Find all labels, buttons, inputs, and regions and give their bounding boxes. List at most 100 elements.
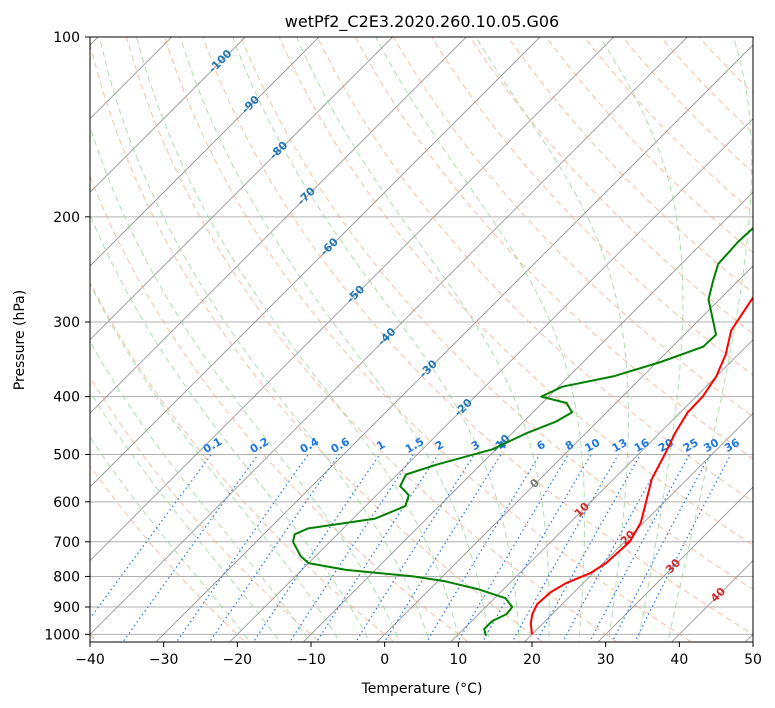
dry-adiabat-line (621, 37, 753, 174)
dry-adiabat-line (431, 37, 753, 376)
isotherm-label: 10 (572, 500, 592, 520)
x-axis-label: Temperature (°C) (361, 681, 483, 697)
y-tick-label: 400 (53, 390, 80, 406)
mixing-ratio-label: 13 (610, 436, 630, 455)
moist-adiabat-line (90, 213, 371, 642)
dry-adiabat-line (125, 37, 618, 642)
mixing-ratio-line (252, 454, 381, 642)
y-tick-label: 1000 (44, 627, 80, 643)
moist-adiabat-line (296, 37, 550, 642)
isotherm-line (376, 265, 753, 642)
x-tick-label: −40 (75, 652, 105, 668)
mixing-ratio-label: 0.6 (329, 435, 353, 456)
isotherm-label: -40 (375, 325, 398, 348)
dry-adiabat-line (90, 174, 470, 642)
y-tick-label: 800 (53, 569, 80, 585)
x-tick-label: 20 (523, 652, 541, 668)
dry-adiabat-line (507, 37, 753, 294)
mixing-ratio-line (355, 454, 475, 642)
mixing-ratio-label: 8 (563, 438, 576, 453)
dry-adiabat-line (278, 37, 753, 546)
y-tick-label: 600 (53, 495, 80, 511)
mixing-ratio-line (634, 454, 732, 642)
moist-adiabat-line (90, 340, 311, 642)
mixing-ratio-line (457, 454, 569, 642)
moist-adiabat-line (90, 124, 401, 642)
background-labels: 0.1 0.2 0.4 0.6 1 1.5 2 3 4 6 8 10 13 16 20 25 30 36-100-… (201, 47, 742, 605)
mixing-ratio-line (511, 454, 619, 642)
isotherm-line (90, 37, 246, 193)
moist-adiabat-line (90, 436, 251, 642)
plot-frame (89, 36, 754, 643)
isotherm-label: -10 (489, 432, 512, 455)
isotherm-label: -30 (417, 357, 440, 380)
x-tick-label: 40 (670, 652, 688, 668)
mixing-ratio-line (383, 454, 502, 642)
isotherm-line (302, 191, 753, 642)
mixing-ratio-label: 0.2 (248, 435, 271, 456)
x-tick-label: 50 (744, 652, 762, 668)
mixing-ratio-line (589, 454, 691, 642)
mixing-ratio-line (122, 454, 259, 642)
moist-adiabat-line (99, 37, 430, 642)
isotherm-line (90, 37, 541, 488)
isotherm-line (450, 339, 753, 642)
mixing-ratio-label: 0.4 (298, 435, 322, 456)
dry-adiabat-line (316, 37, 753, 503)
moist-adiabat-line (90, 282, 341, 642)
mixing-ratio-line (426, 454, 541, 642)
dry-adiabat-line (240, 37, 753, 590)
mixing-ratio-line (535, 454, 642, 642)
dry-adiabat-line (583, 37, 753, 213)
isotherm-line (155, 44, 753, 642)
moist-adiabat-line (475, 37, 629, 642)
isotherm-label: -80 (267, 138, 290, 161)
isotherm-line (90, 37, 394, 341)
dry-adiabat-line (469, 37, 753, 335)
mixing-ratio-label: 0.1 (201, 435, 224, 456)
moist-adiabat-line (136, 37, 460, 642)
chart-title: wetPf2_C2E3.2020.260.10.05.G06 (285, 12, 559, 32)
mixing-ratio-label: 10 (582, 436, 602, 455)
y-tick-label: 900 (53, 600, 80, 616)
dry-adiabat-line (164, 37, 693, 642)
mixing-ratio-line (315, 454, 439, 642)
dry-adiabat-line (90, 281, 395, 642)
y-tick-label: 700 (53, 535, 80, 551)
x-tick-label: −20 (223, 652, 253, 668)
y-tick-label: 500 (53, 448, 80, 464)
isotherm-line (90, 37, 320, 267)
mixing-ratio-line (562, 454, 666, 642)
temperature-profile-line (529, 295, 753, 635)
moist-adiabat-line (599, 37, 684, 642)
mixing-ratio-label: 30 (701, 436, 721, 455)
axis-ticks: −40 −30 −20 −10 0 10 20 30 40 5010020030040050060… (44, 30, 762, 668)
dry-adiabat-line (545, 37, 753, 254)
isotherm-label: -50 (344, 282, 367, 305)
x-tick-label: 0 (380, 652, 389, 668)
mixing-ratio-line (481, 454, 592, 642)
y-tick-label: 300 (53, 315, 80, 331)
isotherm-label: -90 (239, 93, 262, 116)
mixing-ratio-label: 1.5 (403, 435, 426, 456)
isotherm-line (90, 37, 467, 414)
isotherm-line (597, 486, 753, 642)
isotherm-line (90, 37, 615, 562)
isotherm-label: -70 (295, 184, 318, 207)
isotherm-line (523, 412, 753, 642)
isotherm-line (90, 37, 688, 635)
mixing-ratio-line (611, 454, 711, 642)
dry-adiabat-line (202, 37, 753, 635)
y-axis-label: Pressure (hPa) (12, 290, 28, 390)
mixing-ratio-line (175, 454, 309, 642)
moist-adiabat-line (179, 37, 490, 642)
dry-adiabat-line (660, 37, 753, 134)
isotherm-label: 40 (708, 585, 728, 605)
x-tick-label: −30 (149, 652, 179, 668)
dry-adiabat-line (354, 37, 753, 460)
mixing-ratio-label: 6 (535, 438, 548, 453)
y-tick-label: 200 (53, 210, 80, 226)
isotherm-label: -60 (318, 235, 341, 258)
mixing-ratio-line (208, 454, 340, 642)
